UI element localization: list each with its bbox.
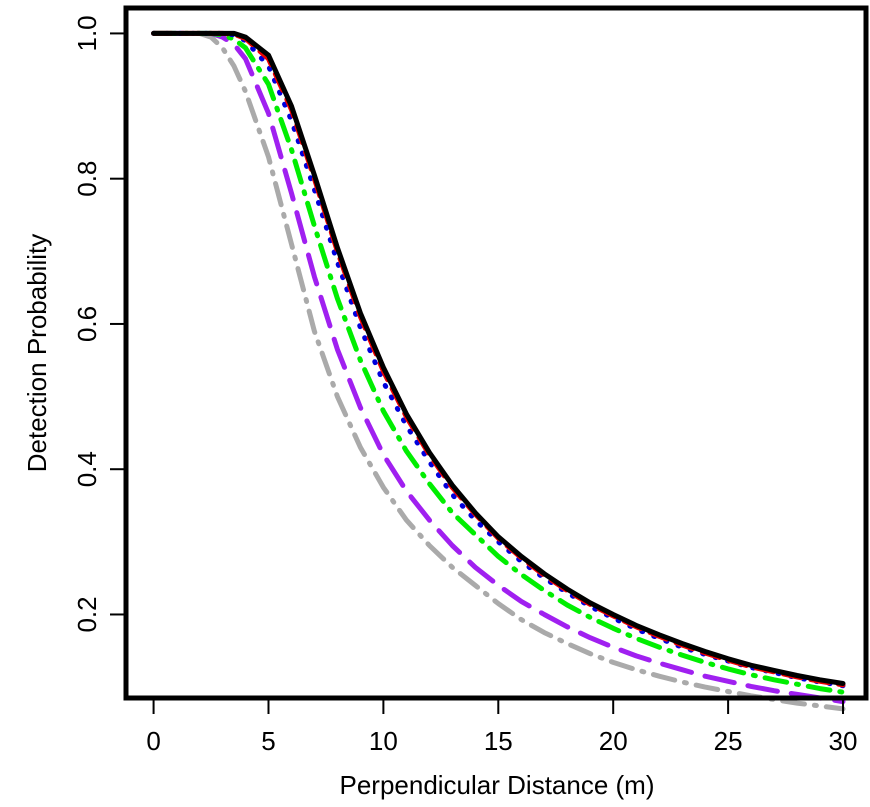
x-tick-label: 25 xyxy=(714,726,743,756)
x-tick-label: 30 xyxy=(829,726,858,756)
series-lines xyxy=(151,30,846,712)
y-tick-label: 0.2 xyxy=(72,596,102,632)
series-line-3 xyxy=(151,30,846,695)
y-tick-label: 0.4 xyxy=(72,451,102,487)
x-axis-label: Perpendicular Distance (m) xyxy=(339,770,654,800)
y-axis-label: Detection Probability xyxy=(22,234,52,472)
y-tick-label: 0.6 xyxy=(72,306,102,342)
y-tick-label: 1.0 xyxy=(72,15,102,51)
x-tick-label: 10 xyxy=(369,726,398,756)
series-line-2 xyxy=(151,30,846,705)
series-line-1 xyxy=(151,30,846,712)
x-axis: 0 5 10 15 20 25 30 xyxy=(146,700,857,756)
series-line-6 xyxy=(151,30,846,686)
x-tick-label: 0 xyxy=(146,726,160,756)
plot-frame xyxy=(123,5,869,701)
x-tick-label: 20 xyxy=(599,726,628,756)
y-tick-label: 0.8 xyxy=(72,161,102,197)
x-tick-label: 5 xyxy=(261,726,275,756)
x-tick-label: 15 xyxy=(484,726,513,756)
y-axis: 0.2 0.4 0.6 0.8 1.0 xyxy=(72,15,124,633)
